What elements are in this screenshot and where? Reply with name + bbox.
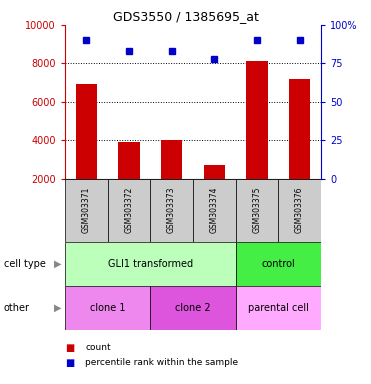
Bar	[246, 61, 267, 179]
Bar	[118, 142, 139, 179]
Text: control: control	[262, 259, 295, 269]
Text: other: other	[4, 303, 30, 313]
Bar	[65, 242, 236, 286]
Text: ■: ■	[65, 358, 74, 368]
Text: GSM303371: GSM303371	[82, 187, 91, 233]
Bar	[150, 286, 236, 330]
Text: clone 1: clone 1	[90, 303, 125, 313]
Bar	[278, 179, 321, 242]
Text: GSM303374: GSM303374	[210, 187, 219, 233]
Text: GSM303372: GSM303372	[124, 187, 134, 233]
Text: ▶: ▶	[54, 303, 61, 313]
Text: GSM303375: GSM303375	[252, 187, 262, 233]
Text: count: count	[85, 343, 111, 352]
Bar	[289, 79, 310, 179]
Text: GSM303373: GSM303373	[167, 187, 176, 233]
Bar	[161, 140, 182, 179]
Bar	[204, 165, 225, 179]
Bar	[236, 286, 321, 330]
Text: GSM303376: GSM303376	[295, 187, 304, 233]
Bar	[65, 286, 150, 330]
Text: clone 2: clone 2	[175, 303, 211, 313]
Bar	[108, 179, 150, 242]
Text: GDS3550 / 1385695_at: GDS3550 / 1385695_at	[112, 10, 259, 23]
Text: ■: ■	[65, 343, 74, 353]
Bar	[76, 84, 97, 179]
Bar	[65, 179, 108, 242]
Bar	[236, 242, 321, 286]
Text: percentile rank within the sample: percentile rank within the sample	[85, 358, 239, 367]
Bar	[236, 179, 278, 242]
Text: GLI1 transformed: GLI1 transformed	[108, 259, 193, 269]
Text: parental cell: parental cell	[248, 303, 309, 313]
Text: ▶: ▶	[54, 259, 61, 269]
Bar	[193, 179, 236, 242]
Bar	[150, 179, 193, 242]
Text: cell type: cell type	[4, 259, 46, 269]
